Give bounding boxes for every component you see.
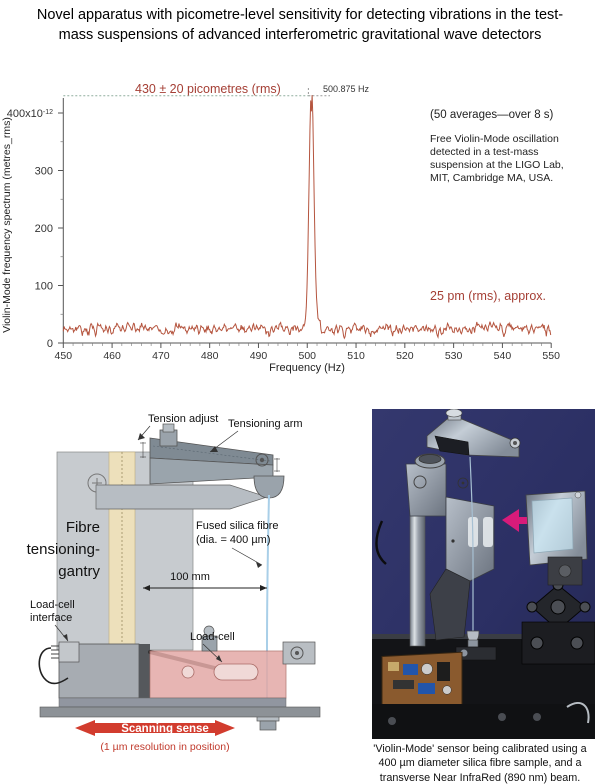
svg-text:25 pm (rms), approx.: 25 pm (rms), approx. [430,289,546,303]
svg-text:540: 540 [494,350,512,362]
svg-text:480: 480 [201,350,219,362]
svg-text:(50 averages—over 8 s): (50 averages—over 8 s) [430,109,554,121]
svg-text:100: 100 [35,281,53,293]
svg-text:Load-cell: Load-cell [30,599,75,611]
svg-text:300: 300 [35,166,53,178]
svg-text:Free Violin-Mode oscillation d: Free Violin-Mode oscillation detected in… [430,133,567,184]
svg-text:(1 µm resolution in position): (1 µm resolution in position) [100,741,229,753]
svg-text:Fibre: Fibre [66,519,100,536]
svg-text:470: 470 [152,350,170,362]
svg-text:Load-cell: Load-cell [190,631,235,643]
svg-text:(dia. = 400 µm): (dia. = 400 µm) [196,534,271,546]
svg-text:0: 0 [47,338,53,350]
svg-text:500: 500 [298,350,316,362]
svg-text:500.875 Hz: 500.875 Hz [323,84,370,94]
svg-text:Scanning sense: Scanning sense [121,723,209,735]
svg-text:490: 490 [250,350,268,362]
svg-text:510: 510 [347,350,365,362]
svg-text:interface: interface [30,612,72,624]
svg-text:Tension adjust: Tension adjust [148,413,218,425]
svg-text:gantry: gantry [58,563,100,580]
svg-text:Violin-Mode frequency spectrum: Violin-Mode frequency spectrum (metres_r… [1,117,13,333]
svg-text:100 mm: 100 mm [170,571,210,583]
svg-text:530: 530 [445,350,463,362]
svg-text:450: 450 [55,350,73,362]
svg-text:460: 460 [103,350,121,362]
svg-text:tensioning-: tensioning- [27,541,100,558]
svg-text:Frequency (Hz): Frequency (Hz) [269,362,345,374]
svg-text:520: 520 [396,350,414,362]
svg-text:Fused silica fibre: Fused silica fibre [196,520,279,532]
svg-text:550: 550 [542,350,560,362]
svg-text:400x10-12: 400x10-12 [7,108,53,120]
svg-text:430 ± 20 picometres (rms): 430 ± 20 picometres (rms) [135,82,281,96]
svg-text:Tensioning arm: Tensioning arm [228,418,303,430]
svg-text:200: 200 [35,223,53,235]
